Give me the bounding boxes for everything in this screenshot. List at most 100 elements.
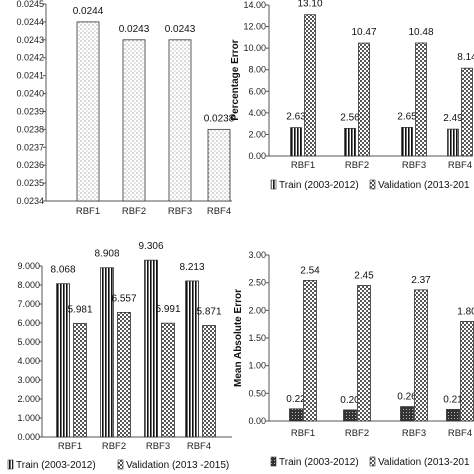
bar xyxy=(290,127,302,157)
y-tick-label: 3.00 xyxy=(248,250,266,260)
y-tick-label: 0.0243 xyxy=(16,35,44,45)
y-tick-label: 0.0245 xyxy=(16,0,44,9)
bar xyxy=(357,285,371,422)
data-label: 8.14 xyxy=(457,52,474,63)
chart-panel-3: 0.000 1.000 2.000 3.000 4.000 5.000 6.000 7.000… xyxy=(7,241,232,471)
data-label: 6.557 xyxy=(111,293,136,304)
bar xyxy=(460,320,474,422)
legend-entry: Validation (2013-201 xyxy=(378,457,470,468)
bar xyxy=(289,408,303,422)
data-label: 9.306 xyxy=(138,241,163,252)
y-tick-label: 6.00 xyxy=(248,86,266,96)
x-category-label: RBF2 xyxy=(122,206,146,217)
legend-swatch xyxy=(270,179,277,190)
data-label: 8.068 xyxy=(50,265,75,276)
chart-panel-1: 0.0234 0.0235 0.0236 0.0237 0.0238 0.0239 0.02… xyxy=(16,0,234,217)
y-tick-label: 0.0244 xyxy=(16,17,44,27)
x-category-label: RBF1 xyxy=(291,428,315,439)
bar xyxy=(56,283,70,438)
x-category-label: RBF4 xyxy=(207,206,231,217)
y-tick-label: 5.000 xyxy=(17,337,40,347)
y-tick-label: 0.0241 xyxy=(16,71,44,81)
y-axis-title: Percentage Error xyxy=(230,39,241,120)
data-label: 13.10 xyxy=(297,0,322,10)
y-tick-label: 14.00 xyxy=(243,0,266,10)
y-tick-label: 10.00 xyxy=(243,43,266,53)
x-category-label: RBF2 xyxy=(345,428,369,439)
y-tick-label: 2.00 xyxy=(248,129,266,139)
bar xyxy=(168,39,192,202)
y-tick-label: 12.00 xyxy=(243,22,266,32)
y-tick-label: 1.50 xyxy=(248,333,266,343)
data-label: 0.26 xyxy=(397,392,417,403)
y-tick-label: 0.0238 xyxy=(16,124,44,134)
bar xyxy=(401,127,413,157)
x-category-label: RBF1 xyxy=(76,206,100,217)
bar xyxy=(117,312,131,438)
data-label: 2.63 xyxy=(286,112,306,123)
data-label: 5.991 xyxy=(155,304,180,315)
bar xyxy=(303,280,317,422)
bar xyxy=(73,322,87,438)
legend-entry: Train (2003-2012) xyxy=(16,460,96,471)
data-label: 0.0238 xyxy=(204,113,235,124)
y-tick-label: 4.000 xyxy=(17,356,40,366)
y-tick-label: 6.000 xyxy=(17,318,40,328)
legend-entry: Validation (2013-201 xyxy=(378,180,470,191)
data-label: 0.0243 xyxy=(165,24,196,35)
bar xyxy=(343,409,357,422)
bar xyxy=(202,325,216,438)
x-category-label: RBF3 xyxy=(402,160,426,171)
data-label: 1.80 xyxy=(457,306,474,317)
y-tick-label: 8.00 xyxy=(248,65,266,75)
x-category-label: RBF3 xyxy=(168,206,192,217)
data-label: 5.871 xyxy=(196,306,221,317)
data-label: 8.213 xyxy=(179,262,204,273)
data-label: 5.981 xyxy=(67,304,92,315)
bar xyxy=(76,21,100,202)
data-label: 0.0243 xyxy=(119,24,150,35)
y-tick-label: 0.50 xyxy=(248,388,266,398)
x-category-label: RBF4 xyxy=(448,428,472,439)
y-tick-label: 0.00 xyxy=(248,416,266,426)
bar xyxy=(100,267,114,438)
chart-panel-4: 0.00 0.50 1.00 1.50 2.00 2.50 3.00 RBF1 RBF2 RBF3… xyxy=(233,250,474,468)
x-category-label: RBF3 xyxy=(146,441,170,452)
x-category-label: RBF1 xyxy=(291,160,315,171)
x-category-label: RBF2 xyxy=(345,160,369,171)
y-tick-label: 9.000 xyxy=(17,261,40,271)
bar xyxy=(461,67,473,157)
bar xyxy=(144,259,158,438)
data-label: 2.37 xyxy=(411,275,431,286)
x-category-label: RBF1 xyxy=(58,441,82,452)
y-axis-title: Mean Absolute Error xyxy=(233,289,244,387)
y-tick-label: 4.00 xyxy=(248,108,266,118)
legend-swatch xyxy=(117,459,124,470)
y-tick-label: 0.0236 xyxy=(16,160,44,170)
y-tick-label: 0.0239 xyxy=(16,106,44,116)
y-tick-label: 0.0242 xyxy=(16,53,44,63)
chart-panel-2: 0.00 2.00 4.00 6.00 8.00 10.00 12.00 14.00 RBF1 R… xyxy=(230,0,474,191)
data-label: 0.21 xyxy=(443,394,463,405)
legend-entry: Validation (2013 -2015) xyxy=(126,460,229,471)
data-label: 8.908 xyxy=(94,249,119,260)
y-tick-label: 2.000 xyxy=(17,394,40,404)
data-label: 0.22 xyxy=(286,394,306,405)
data-label: 2.54 xyxy=(300,265,320,276)
legend-swatch xyxy=(369,456,376,467)
y-tick-label: 0.000 xyxy=(17,432,40,442)
data-label: 10.47 xyxy=(351,27,376,38)
bar xyxy=(122,39,146,202)
bar xyxy=(358,42,370,157)
x-category-label: RBF4 xyxy=(448,160,472,171)
x-category-label: RBF4 xyxy=(187,441,211,452)
data-label: 2.49 xyxy=(443,113,463,124)
bar xyxy=(207,128,231,202)
data-label: 2.45 xyxy=(354,270,374,281)
bar xyxy=(446,408,460,422)
bar xyxy=(344,127,356,157)
x-category-label: RBF3 xyxy=(402,428,426,439)
bar xyxy=(185,280,199,438)
legend-swatch xyxy=(369,179,376,190)
